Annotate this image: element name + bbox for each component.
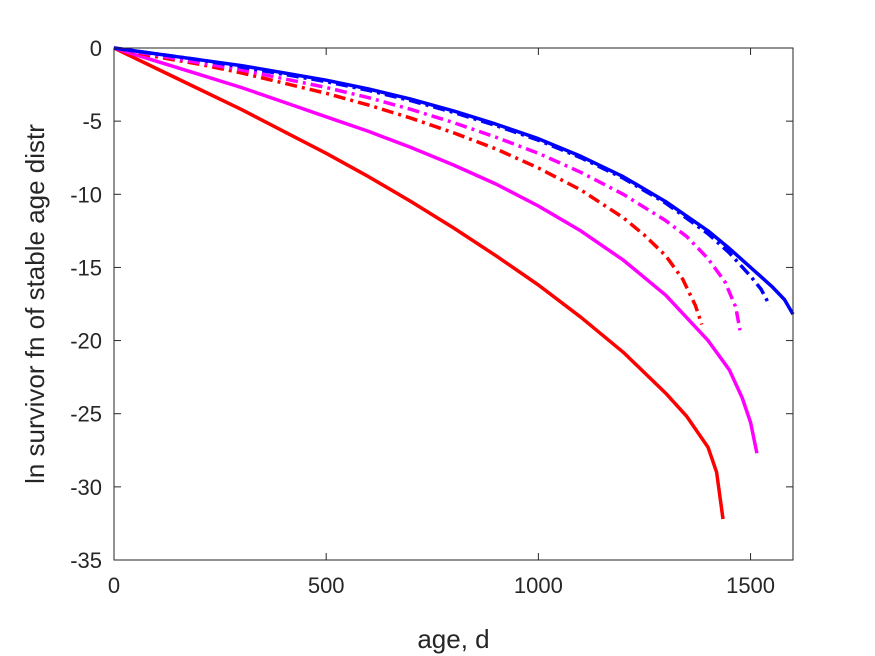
plot-frame [113,47,794,561]
series-line-1 [113,46,725,520]
plot-area [114,48,793,560]
y-axis-label: ln survivor fn of stable age distr [20,124,50,484]
x-tick-label: 500 [308,573,345,598]
x-tick-label: 0 [108,573,120,598]
y-tick-label: 0 [90,36,102,61]
series-line-2 [113,46,759,454]
y-tick-label: -15 [70,255,102,280]
y-tick-label: -35 [70,548,102,573]
series-line-4 [113,46,742,331]
y-tick-label: -5 [82,109,102,134]
series-line-6 [113,46,795,316]
x-tick-label: 1000 [514,573,563,598]
y-tick-label: -20 [70,329,102,354]
y-tick-label: -30 [70,475,102,500]
series-layer [113,46,795,520]
y-tick-label: -25 [70,402,102,427]
series-line-3 [113,46,704,326]
x-axis-label: age, d [417,624,489,654]
y-tick-label: -10 [70,182,102,207]
ticks-layer: 0 500 1000 1500 0 -5 -10 -15 -20 -25 -30 -35 [70,36,793,598]
x-tick-label: 1500 [726,573,775,598]
